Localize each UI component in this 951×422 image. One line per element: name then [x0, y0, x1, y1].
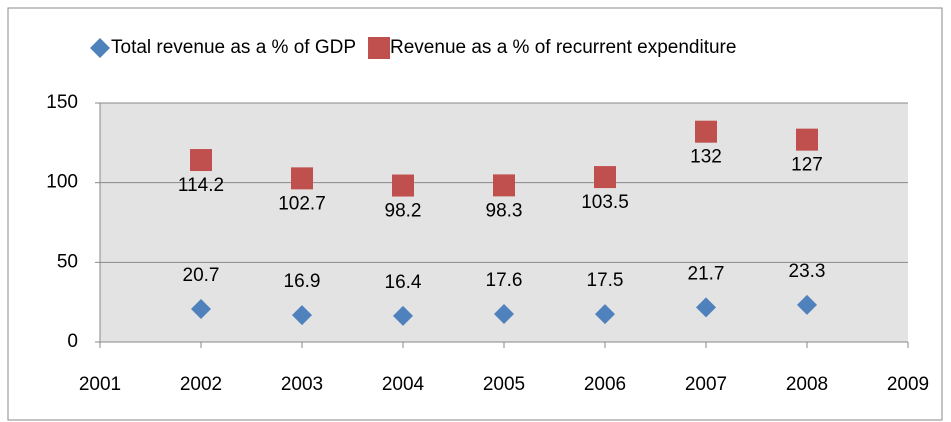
point [392, 174, 414, 197]
data-label: 114.2 [178, 175, 224, 196]
point [695, 120, 717, 143]
x-tick-label: 2001 [79, 374, 121, 395]
point [595, 304, 615, 325]
legend-marker [90, 38, 110, 58]
plot-area [100, 103, 908, 342]
y-tick-label: 100 [46, 172, 78, 193]
data-label: 23.3 [789, 261, 826, 282]
y-tick-label: 150 [46, 92, 78, 113]
data-label: 20.7 [183, 265, 220, 286]
point [191, 299, 211, 320]
data-label: 17.6 [486, 270, 523, 291]
point [291, 167, 313, 190]
x-tick-label: 2006 [584, 374, 626, 395]
x-tick-label: 2009 [887, 374, 929, 395]
point [797, 294, 817, 315]
point [494, 303, 514, 324]
x-tick-label: 2008 [786, 374, 828, 395]
x-tick-label: 2005 [483, 374, 525, 395]
data-label: 17.5 [587, 270, 624, 291]
legend-label: Total revenue as a % of GDP [111, 37, 356, 58]
x-tick-label: 2003 [281, 374, 323, 395]
data-label: 16.4 [385, 272, 422, 293]
point [190, 149, 212, 172]
data-label: 98.3 [486, 200, 523, 221]
data-label: 103.5 [581, 192, 629, 213]
point [393, 305, 413, 326]
x-tick-label: 2007 [685, 374, 727, 395]
point [696, 297, 716, 318]
point [292, 305, 312, 326]
point [594, 166, 616, 189]
data-label: 16.9 [284, 271, 321, 292]
point [493, 174, 515, 197]
data-label: 127 [791, 155, 823, 176]
data-label: 102.7 [278, 193, 326, 214]
data-label: 98.2 [385, 201, 422, 222]
legend-label: Revenue as a % of recurrent expenditure [390, 37, 736, 58]
point [796, 128, 818, 151]
y-tick-label: 50 [57, 251, 78, 272]
x-tick-label: 2002 [180, 374, 222, 395]
x-tick-label: 2004 [382, 374, 425, 395]
data-label: 21.7 [688, 263, 725, 284]
data-label: 132 [690, 147, 722, 168]
legend-marker [368, 37, 391, 59]
y-tick-label: 0 [67, 331, 78, 352]
